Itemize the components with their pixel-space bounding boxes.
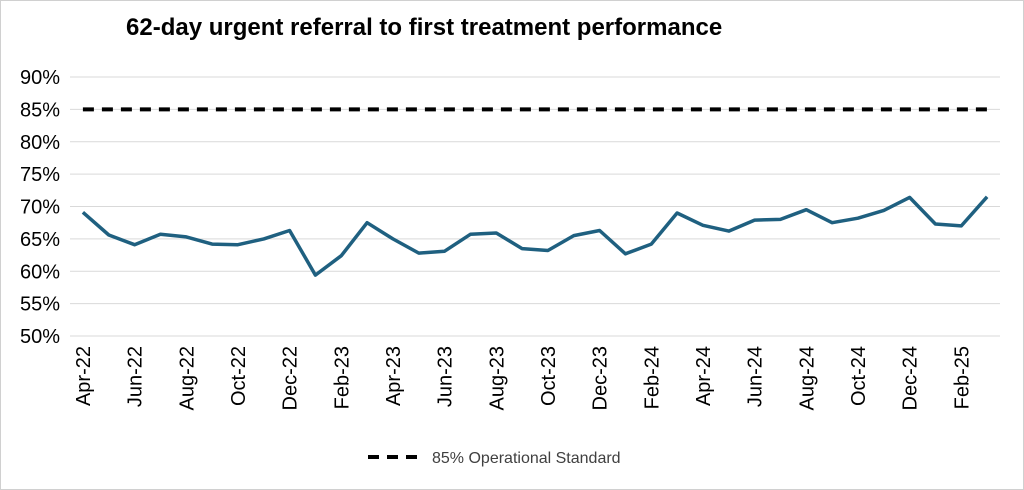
y-tick-label: 50% [20, 326, 60, 348]
x-tick-label: Oct-23 [538, 346, 560, 406]
series-group [81, 107, 989, 277]
x-tick-label: Feb-25 [951, 346, 973, 409]
chart-title: 62-day urgent referral to first treatmen… [126, 14, 723, 41]
x-tick-label: Aug-22 [176, 346, 198, 411]
y-axis-ticks: 90% 85% 80% 75% 70% 65% 60% 55% 50% [20, 67, 60, 348]
y-tick-label: 90% [20, 67, 60, 89]
x-tick-label: Dec-24 [900, 346, 922, 410]
x-tick-label: Oct-24 [848, 346, 870, 406]
x-tick-label: Jun-22 [125, 346, 147, 407]
performance-series-line [81, 195, 989, 277]
x-tick-label: Jun-23 [435, 346, 457, 407]
x-tick-label: Apr-23 [383, 346, 405, 406]
x-tick-label: Aug-23 [486, 346, 508, 411]
gridlines [70, 76, 1000, 337]
x-tick-label: Feb-24 [641, 346, 663, 409]
y-tick-label: 70% [20, 197, 60, 219]
x-tick-label: Dec-22 [280, 346, 302, 410]
legend: 85% Operational Standard [368, 450, 621, 467]
x-tick-label: Apr-22 [73, 346, 95, 406]
y-tick-label: 75% [20, 164, 60, 186]
x-tick-label: Feb-23 [331, 346, 353, 409]
legend-label: 85% Operational Standard [432, 450, 621, 467]
y-tick-label: 80% [20, 132, 60, 154]
x-tick-label: Apr-24 [693, 346, 715, 406]
x-tick-label: Aug-24 [796, 346, 818, 411]
y-tick-label: 55% [20, 294, 60, 316]
x-tick-label: Jun-24 [745, 346, 767, 407]
x-tick-label: Dec-23 [590, 346, 612, 410]
y-tick-label: 60% [20, 261, 60, 283]
y-tick-label: 85% [20, 99, 60, 121]
y-tick-label: 65% [20, 229, 60, 251]
x-axis-ticks: Apr-22 Jun-22 Aug-22 Oct-22 Dec-22 Feb-23 Apr-… [73, 346, 973, 411]
x-tick-label: Oct-22 [228, 346, 250, 406]
